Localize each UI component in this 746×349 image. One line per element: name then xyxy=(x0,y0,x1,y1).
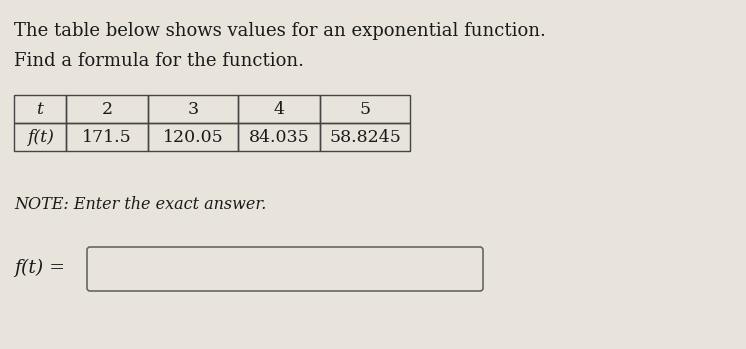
Text: 58.8245: 58.8245 xyxy=(329,128,401,146)
Text: 4: 4 xyxy=(274,101,284,118)
Bar xyxy=(14,123,66,151)
Bar xyxy=(148,123,238,151)
Text: t: t xyxy=(37,101,43,118)
Text: 5: 5 xyxy=(360,101,371,118)
Text: 3: 3 xyxy=(187,101,198,118)
Text: f(t): f(t) xyxy=(27,128,54,146)
Text: 84.035: 84.035 xyxy=(248,128,310,146)
Bar xyxy=(14,95,66,123)
Text: The table below shows values for an exponential function.: The table below shows values for an expo… xyxy=(14,22,546,40)
Text: NOTE: Enter the exact answer.: NOTE: Enter the exact answer. xyxy=(14,196,266,213)
Text: f(t) =: f(t) = xyxy=(14,259,65,277)
FancyBboxPatch shape xyxy=(87,247,483,291)
Bar xyxy=(148,95,238,123)
Bar xyxy=(320,123,410,151)
Bar xyxy=(238,123,320,151)
Text: Find a formula for the function.: Find a formula for the function. xyxy=(14,52,304,70)
Text: 2: 2 xyxy=(101,101,113,118)
Text: 120.05: 120.05 xyxy=(163,128,223,146)
Text: 171.5: 171.5 xyxy=(82,128,132,146)
Bar xyxy=(238,95,320,123)
Bar xyxy=(66,123,148,151)
Bar xyxy=(320,95,410,123)
Bar xyxy=(66,95,148,123)
